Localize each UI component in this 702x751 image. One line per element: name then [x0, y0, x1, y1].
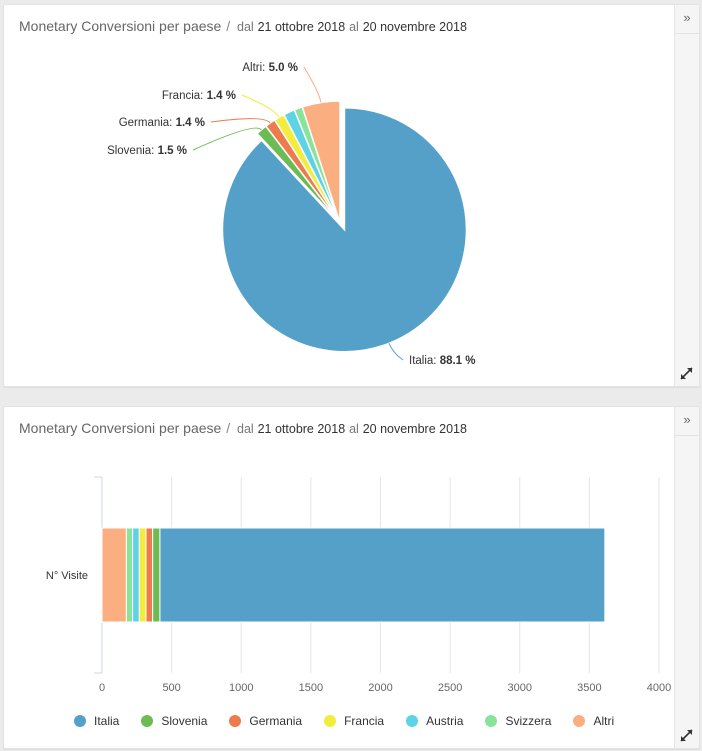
- legend-item-altri[interactable]: Altri: [573, 714, 614, 728]
- legend-item-austria[interactable]: Austria: [406, 714, 463, 728]
- widget-title-separator: /: [226, 420, 231, 436]
- widget-title-main: Monetary Conversioni per paese: [19, 18, 222, 34]
- x-tick-label: 2000: [368, 682, 392, 694]
- bar-segment-svizzera[interactable]: [125, 527, 134, 623]
- legend-marker: [573, 715, 586, 727]
- chart-legend: Italia Slovenia Germania Francia Austria Sviz…: [74, 714, 636, 728]
- pie-label-italia: Italia: 88.1 %: [409, 355, 476, 367]
- x-tick-label: 3500: [577, 682, 601, 694]
- pie-connector-italia: [388, 343, 404, 361]
- x-tick-label: 4000: [647, 682, 671, 694]
- expand-icon[interactable]: [675, 724, 699, 748]
- pie-chart: Italia: 88.1 % Slovenia: 1.5 % Germania: 1…: [107, 62, 476, 367]
- pie-chart-widget: Monetary Conversioni per paese / dal 21 …: [3, 4, 700, 387]
- legend-marker: [74, 715, 86, 727]
- legend-item-germania[interactable]: Germania: [229, 714, 302, 728]
- widget-title-to-word: al: [349, 422, 359, 436]
- pie-connector-francia: [241, 94, 280, 118]
- x-tick-label: 1500: [299, 682, 323, 694]
- widget-title-from-word: dal: [237, 20, 254, 34]
- x-tick-label: 1000: [229, 682, 253, 694]
- bar-segment-austria[interactable]: [132, 527, 140, 623]
- legend-marker: [406, 715, 419, 727]
- pie-slice-italia[interactable]: [221, 106, 468, 353]
- collapse-chevron-icon[interactable]: »: [675, 407, 699, 436]
- legend-label: Francia: [344, 714, 385, 728]
- x-tick-label: 3000: [508, 682, 532, 694]
- legend-item-francia[interactable]: Francia: [324, 714, 384, 728]
- bar-segment-slovenia[interactable]: [152, 527, 161, 623]
- widget-title: Monetary Conversioni per paese / dal 21 …: [19, 18, 467, 34]
- collapse-chevron-icon[interactable]: »: [675, 5, 699, 34]
- pie-label-germania: Germania: 1.4 %: [119, 117, 205, 129]
- bar-chart-widget: Monetary Conversioni per paese / dal 21 …: [3, 406, 700, 749]
- widget-side-strip: »: [674, 407, 699, 748]
- legend-marker: [485, 715, 498, 727]
- widget-side-strip: »: [674, 5, 699, 386]
- legend-marker: [324, 715, 337, 727]
- bar-segment-altri[interactable]: [101, 527, 127, 623]
- widget-title-from-word: dal: [237, 422, 254, 436]
- legend-label: Austria: [426, 714, 464, 728]
- widget-title-to-word: al: [349, 20, 359, 34]
- x-tick-label: 0: [99, 682, 105, 694]
- bar-segment-germania[interactable]: [145, 527, 154, 623]
- legend-item-slovenia[interactable]: Slovenia: [141, 714, 207, 728]
- pie-label-altri: Altri: 5.0 %: [242, 62, 298, 74]
- legend-label: Italia: [94, 714, 120, 728]
- legend-label: Altri: [593, 714, 615, 728]
- category-label: N° Visite: [46, 570, 88, 582]
- stacked-bar-chart: 0 500 1000 1500 2000 2500 3000 3500 4000 N° Visit…: [46, 476, 671, 694]
- widget-title: Monetary Conversioni per paese / dal 21 …: [19, 420, 467, 436]
- bar-segment-italia[interactable]: [159, 527, 606, 623]
- legend-marker: [141, 715, 154, 727]
- legend-item-svizzera[interactable]: Svizzera: [485, 714, 551, 728]
- pie-label-francia: Francia: 1.4 %: [162, 90, 236, 102]
- x-tick-label: 500: [162, 682, 180, 694]
- legend-label: Slovenia: [161, 714, 208, 728]
- widget-title-to-date: 20 novembre 2018: [362, 20, 467, 34]
- pie-connector-slovenia: [192, 127, 262, 151]
- legend-label: Svizzera: [505, 714, 552, 728]
- pie-label-slovenia: Slovenia: 1.5 %: [107, 145, 187, 157]
- widget-title-main: Monetary Conversioni per paese: [19, 420, 222, 436]
- widget-title-from-date: 21 ottobre 2018: [257, 422, 346, 436]
- widget-title-separator: /: [226, 18, 231, 34]
- widget-title-to-date: 20 novembre 2018: [362, 422, 467, 436]
- x-tick-label: 2500: [438, 682, 462, 694]
- pie-slice-altri[interactable]: [301, 100, 341, 224]
- legend-label: Germania: [249, 714, 303, 728]
- bar-segment-francia[interactable]: [138, 527, 147, 623]
- expand-icon[interactable]: [675, 362, 699, 386]
- legend-item-italia[interactable]: Italia: [74, 714, 119, 728]
- pie-connector-altri: [303, 66, 322, 103]
- legend-marker: [229, 715, 242, 727]
- widget-title-from-date: 21 ottobre 2018: [257, 20, 346, 34]
- pie-connector-germania: [210, 118, 271, 124]
